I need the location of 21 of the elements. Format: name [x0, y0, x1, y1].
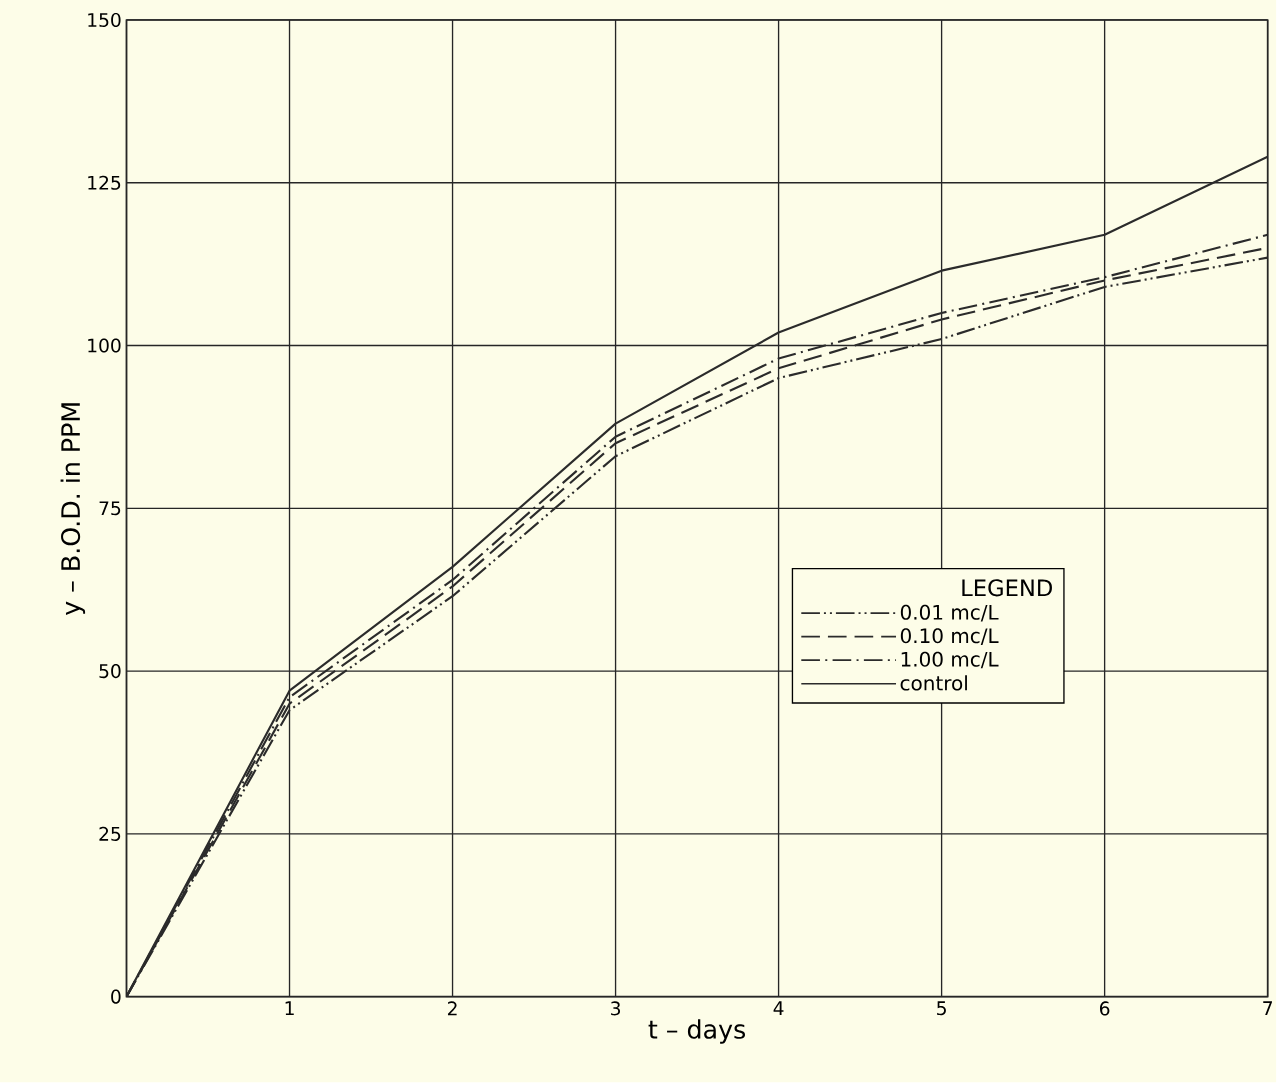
- x-tick-label: 2: [447, 1001, 457, 1016]
- legend-label: 1.00 mc/L: [901, 651, 999, 669]
- y-tick-label: 150: [88, 13, 121, 28]
- legend-label: control: [900, 675, 967, 691]
- x-axis-title: t – days: [648, 1019, 746, 1044]
- y-tick-label: 125: [88, 175, 121, 191]
- x-tick-label: 5: [937, 1001, 946, 1016]
- legend-label: 0.10 mc/L: [900, 628, 999, 646]
- x-tick-label: 4: [773, 1001, 784, 1016]
- legend-label: 0.01 mc/L: [900, 604, 999, 622]
- x-tick-label: 7: [1263, 1001, 1272, 1016]
- x-tick-label: 3: [611, 1001, 621, 1016]
- y-tick-label: 25: [99, 827, 121, 842]
- x-tick-label: 1: [285, 1001, 294, 1016]
- legend-title: LEGEND: [962, 579, 1052, 597]
- y-tick-label: 100: [88, 338, 121, 353]
- y-axis-title: y – B.O.D. in PPM: [60, 403, 86, 616]
- y-tick-label: 0: [111, 989, 121, 1004]
- y-tick-label: 75: [99, 501, 121, 516]
- y-tick-label: 50: [99, 664, 121, 679]
- x-tick-label: 6: [1099, 1001, 1110, 1016]
